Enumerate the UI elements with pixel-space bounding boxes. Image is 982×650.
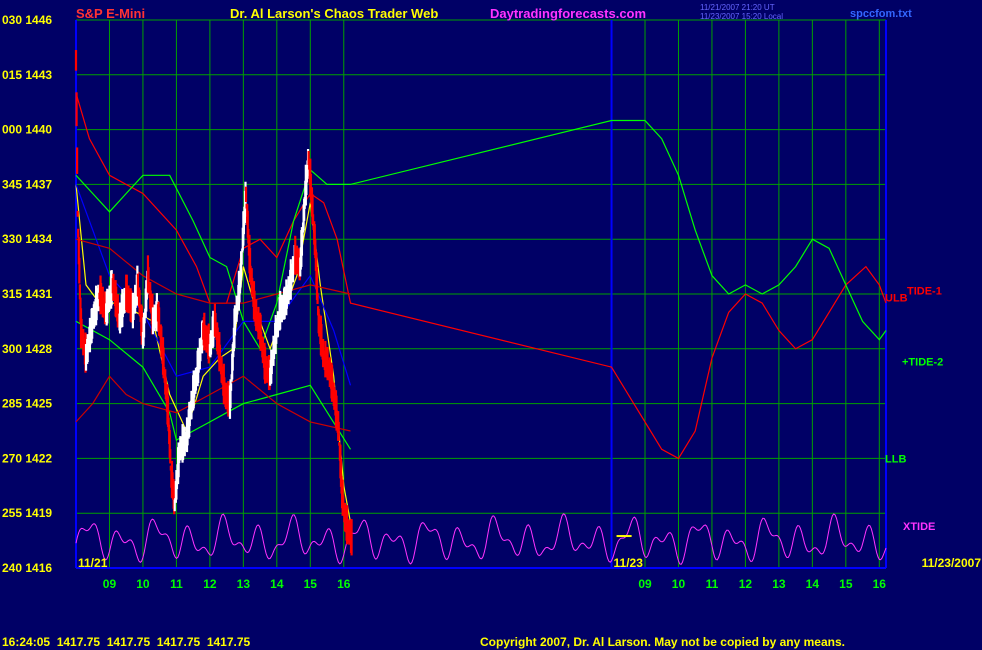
- x-tick-label: 13: [772, 577, 786, 591]
- current-quote: 16:24:05 1417.75 1417.75 1417.75 1417.75: [2, 635, 251, 649]
- x-tick-label: 11: [170, 577, 183, 591]
- y-tick-label: 015 1443: [2, 68, 52, 82]
- y-tick-label: 000 1440: [2, 123, 52, 137]
- x-tick-label: 12: [203, 577, 217, 591]
- y-tick-label: 255 1419: [2, 506, 52, 520]
- date-label: 11/21: [78, 556, 108, 570]
- y-tick-label: 300 1428: [2, 342, 52, 356]
- series-line-ulb: [75, 238, 351, 304]
- series-line-llb: [75, 320, 352, 450]
- label-layer: 030 1446 015 1443 000 1440 345 1437 330 1434…: [2, 13, 981, 591]
- x-tick-label: 10: [136, 577, 150, 591]
- y-tick-label: 315 1431: [2, 287, 52, 301]
- series-line-red-band: [75, 375, 351, 432]
- x-tick-label: 15: [839, 577, 853, 591]
- series-line-tide-1: [75, 92, 887, 460]
- y-tick-label: 285 1425: [2, 397, 52, 411]
- data-file-name: spccfom.txt: [850, 8, 912, 20]
- series-xtide-line: [75, 513, 887, 565]
- chart-title: Dr. Al Larson's Chaos Trader Web: [230, 6, 438, 21]
- x-tick-label: 09: [103, 577, 117, 591]
- x-tick-label: 11: [706, 577, 719, 591]
- price-layer: [74, 50, 632, 556]
- copyright-notice: Copyright 2007, Dr. Al Larson. May not b…: [480, 635, 845, 649]
- date-label: 11/23/2007: [922, 556, 982, 570]
- line-label: LLB: [885, 453, 906, 465]
- x-tick-label: 13: [237, 577, 251, 591]
- y-tick-label: 345 1437: [2, 177, 52, 191]
- x-tick-label: 09: [638, 577, 652, 591]
- site-link[interactable]: Daytradingforecasts.com: [490, 6, 646, 21]
- timestamp-local: 11/23/2007 15:20 Local: [700, 12, 783, 21]
- line-label: ULB: [885, 293, 908, 305]
- line-label: XTIDE: [903, 521, 935, 533]
- timestamp-ut: 11/21/2007 21:20 UT: [700, 3, 775, 12]
- line-label: +TIDE-2: [902, 357, 943, 369]
- x-tick-label: 15: [304, 577, 318, 591]
- y-tick-label: 330 1434: [2, 232, 52, 246]
- y-tick-label: 030 1446: [2, 13, 52, 27]
- x-tick-label: 10: [672, 577, 686, 591]
- x-tick-label: 14: [270, 577, 284, 591]
- x-tick-label: 14: [806, 577, 820, 591]
- x-tick-label: 16: [337, 577, 351, 591]
- y-tick-label: 270 1422: [2, 451, 52, 465]
- date-label: 11/23: [614, 556, 644, 570]
- symbol-title: S&P E-Mini: [76, 6, 145, 21]
- x-tick-label: 16: [873, 577, 887, 591]
- y-tick-label: 240 1416: [2, 561, 52, 575]
- series-line--tide-2: [75, 119, 887, 351]
- x-tick-label: 12: [739, 577, 753, 591]
- line-label: TIDE-1: [907, 285, 942, 297]
